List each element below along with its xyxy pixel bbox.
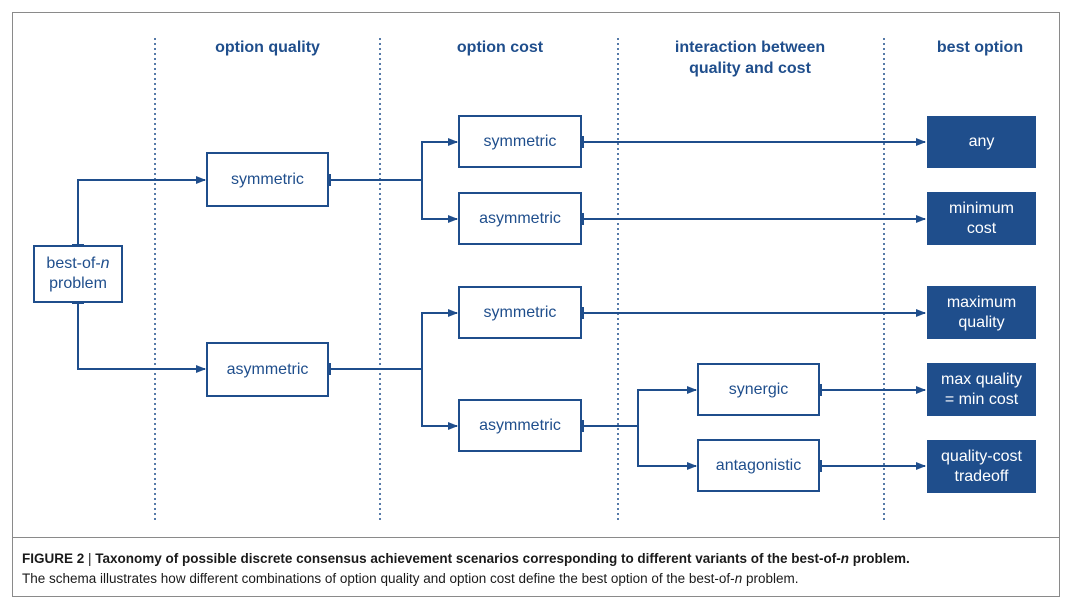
node-cost-symmetric-2: symmetric xyxy=(458,286,582,339)
header-option-cost: option cost xyxy=(456,39,544,56)
caption-title: FIGURE 2 | Taxonomy of possible discrete… xyxy=(22,551,910,566)
outcome-maximum-quality-line2: quality xyxy=(958,313,1005,331)
edge-qasym-to-csym xyxy=(330,309,458,370)
node-best-of-n-problem: best-of-n problem xyxy=(33,245,123,303)
edge-qasym-to-casym xyxy=(421,369,458,430)
outcome-maxq-minc-line2: = min cost xyxy=(944,390,1019,408)
outcome-maxq-minc-line1: max quality xyxy=(941,370,1022,388)
node-quality-symmetric: symmetric xyxy=(206,152,329,207)
node-cost-symmetric-1: symmetric xyxy=(458,115,582,168)
node-cost-asymmetric-2: asymmetric xyxy=(458,399,582,452)
node-cost-asymmetric-1: asymmetric xyxy=(458,192,582,245)
header-interaction-line2: quality and cost xyxy=(689,60,811,77)
header-option-quality: option quality xyxy=(215,39,320,56)
edge-root-to-quality-asymmetric xyxy=(77,303,206,373)
edge-to-synergic xyxy=(583,386,697,427)
outcome-maximum-quality-line1: maximum xyxy=(946,293,1017,311)
node-quality-asymmetric: asymmetric xyxy=(206,342,329,397)
node-root-line2: problem xyxy=(49,275,107,292)
column-separators xyxy=(154,38,885,522)
outcome-maximum-quality: maximum quality xyxy=(927,286,1036,339)
edge-qsym-to-casym xyxy=(421,180,458,223)
outcome-minimum-cost-line1: minimum xyxy=(949,199,1014,217)
header-interaction: interaction between quality and cost xyxy=(630,37,870,79)
caption-divider xyxy=(12,537,1060,538)
outcome-any: any xyxy=(927,116,1036,168)
outcome-max-quality-min-cost: max quality = min cost xyxy=(927,363,1036,416)
header-best-option: best option xyxy=(936,39,1024,56)
figure-caption: FIGURE 2 | Taxonomy of possible discrete… xyxy=(22,549,1052,589)
edge-to-antagonistic xyxy=(637,426,697,470)
outcome-minimum-cost: minimum cost xyxy=(927,192,1036,245)
outcome-tradeoff-line1: quality-cost xyxy=(941,447,1022,465)
header-interaction-line1: interaction between xyxy=(674,39,826,56)
node-interaction-synergic: synergic xyxy=(697,363,820,416)
node-root-line1: best-of-n xyxy=(46,255,110,272)
outcome-tradeoff-line2: tradeoff xyxy=(954,467,1009,485)
edge-root-to-quality-symmetric xyxy=(77,176,206,245)
node-interaction-antagonistic: antagonistic xyxy=(697,439,820,492)
outcome-minimum-cost-line2: cost xyxy=(966,219,997,237)
edge-qsym-to-csym xyxy=(330,138,458,181)
outcome-quality-cost-tradeoff: quality-cost tradeoff xyxy=(927,440,1036,493)
caption-body: The schema illustrates how different com… xyxy=(22,571,799,586)
